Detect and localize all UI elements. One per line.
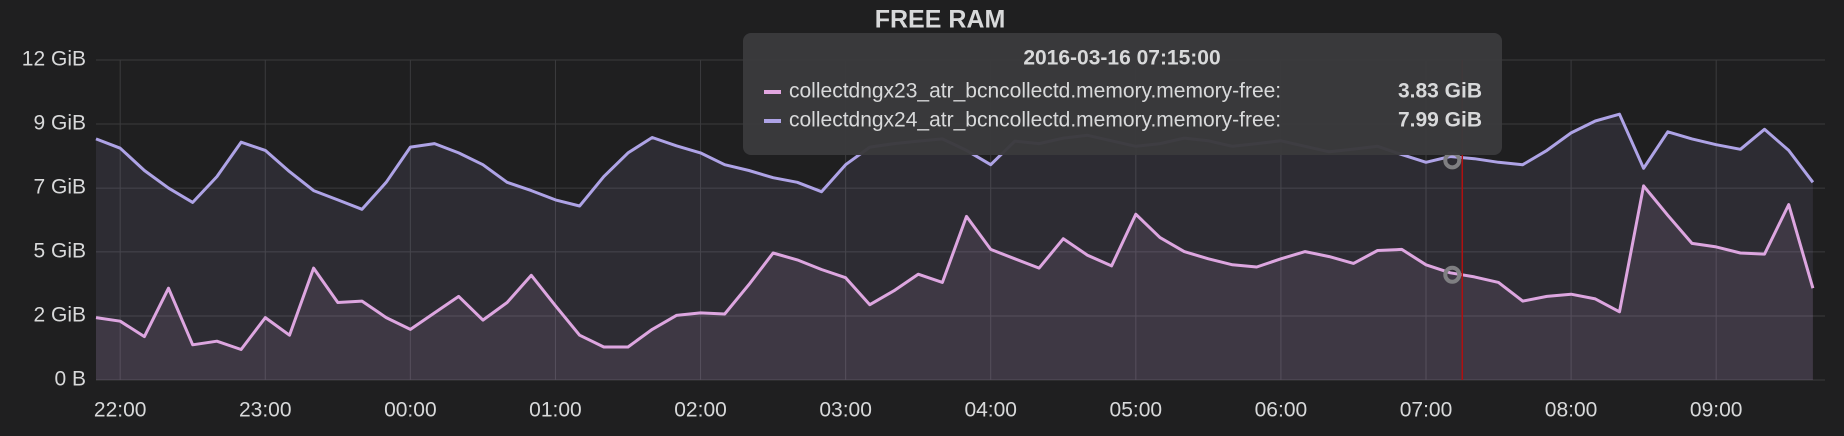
y-tick-label: 5 GiB	[33, 239, 86, 262]
x-tick-label: 09:00	[1690, 399, 1743, 422]
tooltip-value: 7.99 GiB	[1398, 109, 1482, 132]
series	[95, 60, 1815, 380]
tooltip-swatch	[764, 90, 781, 94]
tooltip-series-name: collectdngx24_atr_bcncollectd.memory.mem…	[789, 109, 1281, 132]
hover-point	[1443, 265, 1462, 284]
x-tick-label: 03:00	[819, 399, 872, 422]
x-tick-label: 05:00	[1110, 399, 1163, 422]
x-tick-label: 04:00	[964, 399, 1017, 422]
series-area	[96, 185, 1813, 380]
x-tick-label: 23:00	[239, 399, 292, 422]
series-area	[96, 114, 1813, 380]
tooltip-box	[743, 33, 1502, 155]
y-tick-label: 0 B	[54, 368, 86, 391]
tooltip-time: 2016-03-16 07:15:00	[1023, 47, 1220, 70]
tooltip-value: 3.83 GiB	[1398, 80, 1482, 103]
x-tick-label: 22:00	[94, 399, 147, 422]
x-tick-label: 00:00	[384, 399, 437, 422]
x-tick-label: 06:00	[1255, 399, 1308, 422]
x-tick-label: 01:00	[529, 399, 582, 422]
tooltip-series-name: collectdngx23_atr_bcncollectd.memory.mem…	[789, 80, 1281, 103]
x-tick-label: 08:00	[1545, 399, 1598, 422]
tooltip: 2016-03-16 07:15:00 collectdngx23_atr_bcn…	[743, 33, 1502, 155]
y-tick-label: 12 GiB	[22, 48, 86, 71]
panel-title: FREE RAM	[875, 6, 1006, 34]
x-tick-label: 02:00	[674, 399, 727, 422]
tooltip-swatch	[764, 119, 781, 123]
series-line	[95, 184, 1815, 351]
y-tick-label: 2 GiB	[33, 303, 86, 326]
x-tick-label: 07:00	[1400, 399, 1453, 422]
y-tick-label: 9 GiB	[33, 112, 86, 135]
y-tick-label: 7 GiB	[33, 176, 86, 199]
